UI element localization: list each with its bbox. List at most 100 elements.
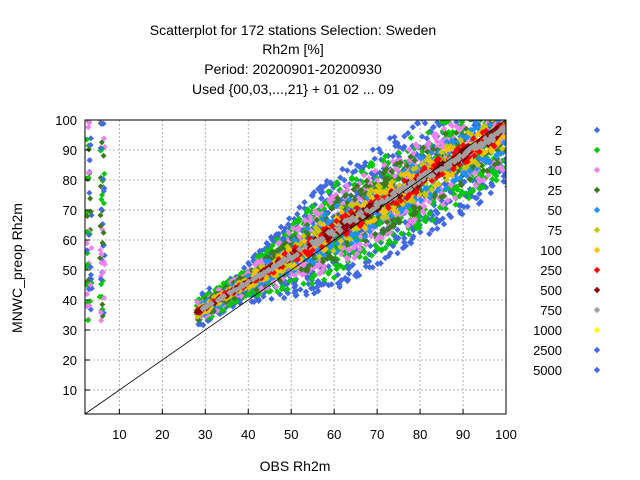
scatter-point — [508, 150, 514, 156]
scatter-point — [304, 225, 311, 232]
scatter-point — [509, 162, 515, 168]
scatter-point — [418, 133, 426, 140]
scatter-point — [423, 184, 430, 191]
scatter-point — [318, 194, 325, 202]
x-tick-label: 90 — [456, 427, 470, 442]
scatter-point — [471, 152, 478, 159]
scatter-point — [339, 165, 346, 173]
scatter-point — [417, 228, 424, 236]
scatter-point — [383, 218, 391, 226]
scatter-point — [378, 234, 386, 242]
scatter-point — [221, 289, 228, 297]
scatter-point — [85, 213, 91, 220]
scatter-point — [464, 129, 472, 136]
scatter-point — [397, 159, 404, 166]
scatter-point — [381, 161, 388, 169]
x-tick-label: 50 — [284, 427, 298, 442]
scatter-point — [368, 194, 376, 202]
scatter-point — [461, 120, 463, 121]
scatter-point — [343, 182, 351, 189]
scatter-point — [464, 203, 471, 210]
scatter-point — [507, 141, 513, 147]
scatter-point — [206, 285, 213, 292]
y-tick-label: 30 — [63, 323, 77, 338]
scatter-point — [254, 253, 261, 260]
scatter-point — [450, 186, 457, 193]
scatter-point — [483, 167, 491, 174]
scatter-point — [473, 194, 480, 202]
scatter-point — [306, 218, 314, 225]
scatter-point — [348, 209, 355, 217]
scatter-point — [504, 111, 510, 117]
scatter-point — [316, 253, 323, 260]
scatter-point — [260, 269, 268, 276]
scatter-point — [336, 283, 343, 291]
y-tick-label: 100 — [55, 113, 77, 128]
scatter-point — [381, 175, 389, 182]
scatter-point — [317, 269, 324, 277]
scatter-point — [309, 247, 316, 254]
scatter-point — [438, 193, 445, 201]
scatter-point — [345, 247, 353, 254]
scatter-point — [333, 214, 340, 222]
scatter-point — [442, 205, 449, 212]
scatter-point — [99, 191, 106, 198]
scatter-point — [301, 199, 308, 206]
scatter-point — [333, 217, 340, 225]
scatter-point — [249, 276, 257, 283]
scatter-point — [434, 120, 441, 126]
legend-label: 50 — [548, 203, 562, 218]
scatter-point — [511, 130, 517, 136]
scatter-point — [411, 205, 418, 212]
scatter-point — [353, 204, 361, 212]
scatter-point — [391, 138, 399, 146]
scatter-point — [428, 226, 436, 233]
scatter-point — [426, 230, 433, 238]
scatter-point — [394, 209, 401, 216]
scatter-point — [269, 242, 276, 249]
scatter-point — [511, 120, 517, 126]
scatter-point — [337, 237, 345, 245]
scatter-point — [473, 165, 481, 172]
scatter-point — [399, 244, 407, 252]
scatter-point — [285, 245, 293, 253]
scatter-point — [453, 129, 460, 137]
scatter-point — [487, 121, 494, 129]
scatter-point — [509, 114, 515, 120]
scatter-point — [452, 201, 459, 208]
scatter-point — [457, 111, 463, 117]
scatter-point — [352, 167, 359, 175]
scatter-point — [506, 116, 512, 122]
y-tick-label: 90 — [63, 143, 77, 158]
scatter-point — [315, 239, 322, 246]
scatter-point — [511, 161, 517, 167]
scatter-point — [406, 239, 414, 246]
scatter-point — [295, 218, 302, 226]
scatter-point — [463, 172, 470, 179]
y-tick-label: 10 — [63, 383, 77, 398]
scatter-point — [499, 112, 505, 118]
scatter-point — [507, 131, 513, 137]
scatter-point — [425, 129, 432, 136]
scatter-point — [332, 261, 339, 269]
scatter-point — [359, 164, 366, 171]
scatter-point — [503, 180, 506, 186]
legend-marker — [593, 246, 601, 254]
scatter-point — [386, 237, 393, 244]
scatter-point — [395, 187, 402, 194]
scatter-point — [406, 217, 414, 225]
scatter-point — [88, 275, 95, 282]
scatter-point — [425, 141, 432, 148]
scatter-point — [446, 162, 453, 170]
scatter-point — [279, 283, 286, 290]
scatter-point — [407, 134, 415, 141]
scatter-point — [100, 200, 107, 207]
scatter-point — [338, 213, 346, 221]
scatter-point — [412, 208, 419, 215]
x-tick-label: 10 — [112, 427, 126, 442]
scatter-point — [494, 150, 501, 158]
x-tick-label: 100 — [495, 427, 517, 442]
scatter-point — [508, 140, 514, 146]
scatter-point — [379, 208, 387, 216]
scatter-point — [339, 188, 346, 195]
